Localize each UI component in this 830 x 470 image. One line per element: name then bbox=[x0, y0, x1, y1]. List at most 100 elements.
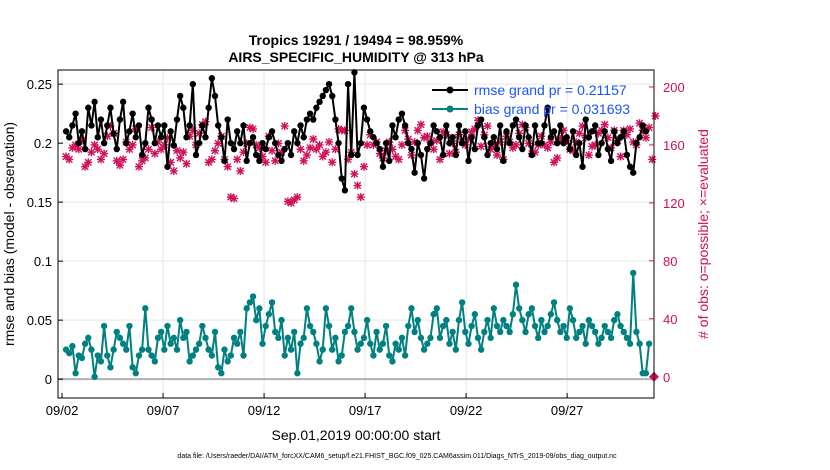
bias-point bbox=[132, 370, 139, 377]
bias-point bbox=[547, 311, 555, 318]
rmse-point bbox=[329, 92, 336, 100]
rmse-point bbox=[458, 139, 466, 147]
bias-point bbox=[322, 305, 330, 312]
rmse-point bbox=[138, 151, 146, 159]
bias-point bbox=[439, 322, 447, 330]
rmse-point bbox=[186, 122, 193, 129]
bias-point bbox=[360, 334, 368, 342]
bias-point bbox=[392, 340, 399, 347]
bias-point bbox=[85, 334, 92, 342]
rmse-point bbox=[135, 122, 143, 129]
rmse-point bbox=[100, 139, 108, 147]
bias-point bbox=[176, 316, 184, 324]
obs-marker bbox=[93, 145, 102, 154]
rmse-point bbox=[601, 128, 608, 135]
bias-point bbox=[129, 364, 136, 371]
left-tick-label: 0.2 bbox=[34, 136, 52, 151]
rmse-point bbox=[107, 104, 114, 111]
obs-marker bbox=[353, 181, 362, 190]
rmse-point bbox=[129, 110, 136, 117]
bias-point bbox=[107, 364, 114, 371]
bias-point bbox=[496, 328, 504, 336]
rmse-point bbox=[370, 134, 377, 141]
rmse-point bbox=[313, 104, 320, 111]
bias-point bbox=[395, 346, 402, 353]
bias-point bbox=[477, 346, 485, 353]
rmse-point bbox=[538, 139, 545, 147]
bias-point bbox=[88, 346, 95, 353]
plot-frame bbox=[57, 69, 655, 399]
rmse-point bbox=[604, 145, 612, 153]
rmse-point bbox=[439, 151, 447, 159]
bias-point bbox=[202, 334, 209, 342]
bias-point bbox=[291, 328, 298, 336]
rmse-point bbox=[164, 163, 171, 170]
right-tick-label: 200 bbox=[663, 80, 685, 95]
chart-title-line1: Tropics 19291 / 19494 = 98.959% bbox=[249, 32, 464, 48]
bias-point bbox=[611, 316, 618, 324]
rmse-point bbox=[595, 151, 602, 159]
bias-point bbox=[398, 334, 406, 342]
obs-marker bbox=[144, 145, 153, 154]
rmse-point bbox=[259, 139, 266, 147]
bias-point bbox=[224, 358, 231, 365]
bias-point bbox=[151, 358, 158, 365]
rmse-point bbox=[493, 145, 501, 153]
obs-marker bbox=[160, 140, 169, 149]
rmse-point bbox=[401, 122, 409, 129]
bias-point bbox=[294, 370, 301, 377]
bias-point bbox=[481, 328, 488, 336]
bias-point bbox=[123, 346, 130, 353]
bias-point bbox=[538, 316, 545, 324]
rmse-point bbox=[281, 145, 288, 153]
rmse-point bbox=[420, 175, 428, 182]
rmse-point bbox=[126, 128, 133, 135]
bias-point bbox=[515, 305, 523, 312]
bias-point bbox=[370, 352, 377, 359]
rmse-point bbox=[335, 139, 342, 147]
rmse-point bbox=[550, 128, 558, 135]
rmse-series bbox=[62, 69, 650, 194]
bias-point bbox=[249, 293, 257, 300]
rmse-point bbox=[519, 145, 526, 153]
rmse-point bbox=[573, 151, 580, 159]
obs-marker bbox=[477, 142, 486, 151]
data-file-footer: data file: /Users/raeder/DAI/ATM_forcXX/… bbox=[177, 453, 617, 460]
rmse-point bbox=[94, 134, 101, 141]
rmse-point bbox=[376, 145, 383, 153]
bias-point bbox=[240, 352, 247, 359]
rmse-point bbox=[354, 151, 361, 159]
rmse-point bbox=[66, 134, 73, 141]
rmse-point bbox=[297, 122, 304, 129]
bias-point bbox=[417, 334, 425, 342]
obs-marker bbox=[359, 162, 368, 171]
obs-marker bbox=[112, 156, 121, 165]
rmse-point bbox=[75, 139, 82, 147]
rmse-point bbox=[639, 122, 646, 129]
rmse-point bbox=[500, 157, 507, 165]
rmse-point bbox=[398, 110, 406, 117]
obs-marker bbox=[134, 162, 143, 171]
obs-marker bbox=[74, 145, 83, 154]
rmse-point bbox=[623, 151, 631, 159]
rmse-point bbox=[113, 145, 120, 153]
rmse-point bbox=[382, 139, 390, 147]
bias-point bbox=[214, 364, 222, 371]
obs-marker bbox=[84, 158, 93, 167]
rmse-point bbox=[436, 134, 444, 141]
rmse-point bbox=[430, 122, 437, 129]
obs-marker bbox=[429, 145, 438, 154]
rmse-point bbox=[477, 116, 485, 123]
rmse-point bbox=[173, 116, 181, 123]
rmse-point bbox=[81, 145, 89, 153]
rmse-point bbox=[452, 151, 460, 159]
bias-point bbox=[284, 334, 292, 342]
rmse-point bbox=[325, 80, 333, 88]
obs-marker bbox=[543, 143, 552, 152]
right-tick-label: 120 bbox=[663, 196, 685, 211]
obs-marker bbox=[172, 146, 181, 155]
x-axis-ticks: 09/02 09/07 09/12 09/17 09/22 09/27 bbox=[46, 393, 583, 418]
rmse-point bbox=[243, 157, 250, 165]
rmse-point bbox=[192, 151, 200, 159]
bias-point bbox=[592, 328, 599, 336]
